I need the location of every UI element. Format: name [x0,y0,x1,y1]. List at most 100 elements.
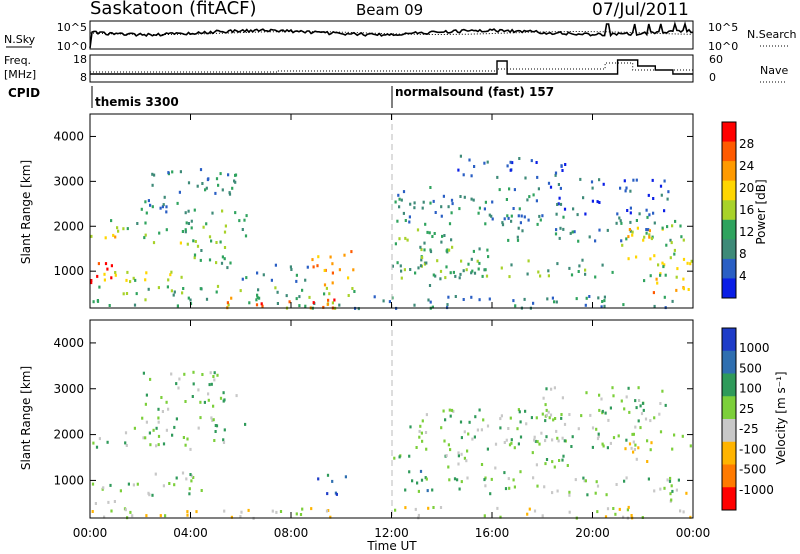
range-gate-cell [507,477,510,481]
range-gate-cell [562,215,565,219]
range-gate-cell [398,197,401,201]
range-gate-cell [154,472,157,476]
range-gate-cell [557,183,560,186]
range-gate-cell [155,426,158,430]
range-gate-cell [510,219,513,223]
range-gate-cell [145,271,148,275]
range-gate-cell [136,482,139,486]
beam-title: Beam 09 [356,1,423,19]
colorbar-tick-label: 4 [739,269,747,283]
range-gate-cell [595,480,598,484]
range-gate-cell [421,439,424,443]
range-gate-cell [148,431,151,435]
range-gate-cell [429,250,433,254]
range-gate-cell [458,487,461,491]
velocity-panel-frame [89,319,694,519]
range-gate-cell [413,206,416,210]
range-gate-cell [112,233,115,237]
range-gate-cell [626,209,629,212]
range-gate-cell [229,261,232,265]
range-gate-cell [527,218,530,222]
colorbar-tick-label: 25 [739,402,754,416]
range-gate-cell [581,258,584,262]
range-gate-cell [629,189,632,193]
nsky-right-tick-top: 10^5 [708,21,738,34]
range-gate-cell [215,424,219,428]
range-gate-cell [668,479,672,483]
colorbar-tick-label: 28 [739,137,754,151]
range-gate-cell [635,457,638,461]
range-gate-cell [140,207,143,211]
range-gate-cell [484,476,487,480]
range-gate-cell [388,300,391,304]
range-gate-cell [641,401,645,405]
range-gate-cell [666,225,669,229]
range-gate-cell [163,195,166,199]
time-axis-title: Time UT [366,539,417,553]
colorbar-tick-label: 8 [739,247,747,261]
range-gate-cell [687,288,690,291]
range-gate-cell [192,382,195,386]
range-gate-cell [149,377,152,381]
range-gate-cell [231,186,234,190]
nsky-left-tick-top: 10^5 [57,21,87,34]
range-gate-cell [125,444,128,447]
range-gate-cell [544,419,547,423]
range-gate-cell [177,386,180,390]
range-gate-cell [301,507,304,511]
range-gate-cell [591,445,594,449]
range-gate-cell [526,198,529,202]
range-gate-cell [257,288,260,292]
range-gate-cell [211,211,214,215]
range-gate-cell [447,465,450,469]
range-gate-cell [217,183,220,187]
range-gate-cell [536,222,539,226]
range-gate-cell [538,214,541,218]
range-gate-cell [618,216,621,220]
range-gate-cell [633,448,636,451]
range-gate-cell [673,248,676,252]
range-gate-cell [145,393,148,397]
range-gate-cell [484,200,487,204]
range-gate-cell [632,178,635,182]
range-gate-cell [450,408,454,412]
colorbar-tick-label: -500 [739,463,766,477]
range-gate-cell [537,270,540,274]
range-gate-cell [445,265,448,269]
range-gate-cell [584,303,587,307]
range-gate-cell [443,234,446,237]
range-gate-cell [598,228,601,232]
range-gate-cell [116,226,119,230]
range-gate-cell [238,219,241,223]
range-gate-cell [187,296,190,300]
range-gate-cell [162,203,165,207]
range-gate-cell [164,514,167,518]
colorbar-swatch [722,278,736,299]
colorbar-tick-label: -25 [739,422,759,436]
range-gate-cell [468,420,471,424]
range-gate-cell [537,187,540,191]
range-gate-cell [457,454,460,458]
range-gate-cell [609,406,612,410]
range-gate-cell [544,403,547,407]
range-gate-cell [244,422,247,426]
range-gate-cell [685,491,688,495]
range-gate-cell [166,285,169,289]
range-gate-cell [556,436,559,440]
range-gate-cell [165,228,168,232]
range-gate-cell [680,235,683,239]
range-gate-cell [241,277,244,281]
range-gate-cell [663,263,666,267]
range-gate-cell [526,272,529,276]
range-gate-cell [462,269,465,273]
range-gate-cell [478,408,481,412]
range-gate-cell [323,283,327,287]
range-gate-cell [186,437,189,441]
range-gate-cell [545,458,549,461]
range-gate-cell [561,396,564,400]
range-gate-cell [167,171,170,175]
range-gate-cell [144,200,147,204]
range-gate-cell [352,268,355,272]
range-gate-cell [450,238,453,242]
